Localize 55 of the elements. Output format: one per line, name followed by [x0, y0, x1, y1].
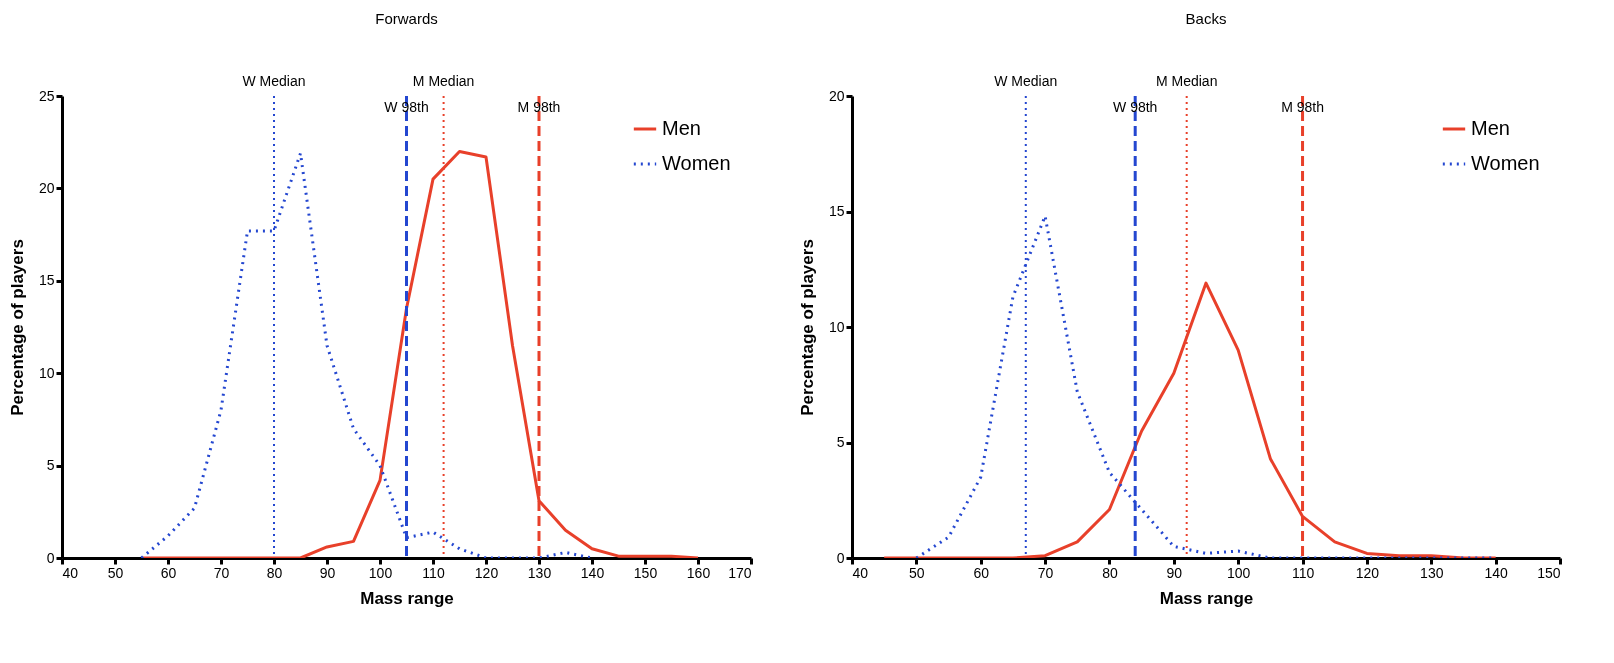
- x-axis-title: Mass range: [360, 588, 454, 608]
- y-tick-label: 10: [38, 364, 55, 381]
- x-tick-label: 150: [633, 564, 658, 581]
- ref-line-label: W Median: [994, 73, 1058, 89]
- x-tick-label: 140: [580, 564, 605, 581]
- y-axis-title: Percentage of players: [7, 239, 27, 416]
- x-tick-label: 40: [62, 564, 79, 581]
- x-tick-label: 50: [909, 564, 925, 581]
- y-tick-label: 15: [828, 203, 845, 219]
- ref-line-label: M 98th: [517, 99, 561, 115]
- x-tick-label: 70: [213, 564, 230, 581]
- x-axis-title: Mass range: [1159, 588, 1254, 608]
- chart-title: Backs: [1185, 10, 1227, 27]
- x-tick-label: 130: [527, 564, 552, 581]
- y-tick-label: 15: [38, 272, 55, 289]
- x-tick-label: 100: [1227, 564, 1251, 581]
- y-tick-label: 0: [46, 549, 55, 566]
- x-tick-label: 160: [686, 564, 711, 581]
- x-tick-label: 60: [973, 564, 990, 581]
- x-tick-label: 80: [266, 564, 283, 581]
- y-tick-label: 20: [38, 179, 55, 196]
- chart-title: Forwards: [375, 10, 438, 27]
- x-tick-label: 60: [160, 564, 177, 581]
- ref-line-label: W 98th: [1113, 99, 1158, 115]
- x-tick-label: 40: [852, 564, 869, 581]
- x-tick-label: 70: [1037, 564, 1054, 581]
- x-tick-label: 120: [474, 564, 499, 581]
- x-tick-label: 50: [107, 564, 124, 581]
- ref-line-label: M 98th: [1281, 99, 1324, 115]
- x-tick-label: 90: [319, 564, 336, 581]
- y-tick-label: 25: [38, 87, 55, 104]
- ref-line-label: M Median: [412, 73, 475, 89]
- legend-label: Women: [662, 152, 731, 174]
- y-tick-label: 0: [836, 549, 845, 566]
- ref-line-label: M Median: [1155, 73, 1218, 89]
- x-tick-label: 110: [1291, 564, 1315, 581]
- ref-line-label: W Median: [242, 73, 306, 89]
- x-tick-label: 90: [1166, 564, 1183, 581]
- x-tick-label: 100: [368, 564, 393, 581]
- x-tick-label: 80: [1102, 564, 1118, 581]
- legend-label: Women: [1471, 152, 1540, 174]
- x-tick-label: 110: [422, 564, 445, 581]
- x-tick-label: 140: [1484, 564, 1509, 581]
- y-tick-label: 10: [828, 318, 845, 335]
- y-tick-label: 20: [828, 87, 845, 104]
- y-tick-label: 5: [836, 434, 845, 450]
- x-tick-label: 170: [728, 564, 752, 581]
- ref-line-label: W 98th: [384, 99, 429, 115]
- x-tick-label: 130: [1420, 564, 1444, 581]
- y-axis-title: Percentage of players: [797, 239, 817, 416]
- legend-label: Men: [662, 117, 701, 139]
- x-tick-label: 150: [1537, 564, 1561, 581]
- legend-label: Men: [1471, 117, 1510, 139]
- y-tick-label: 5: [46, 457, 55, 474]
- x-tick-label: 120: [1355, 564, 1380, 581]
